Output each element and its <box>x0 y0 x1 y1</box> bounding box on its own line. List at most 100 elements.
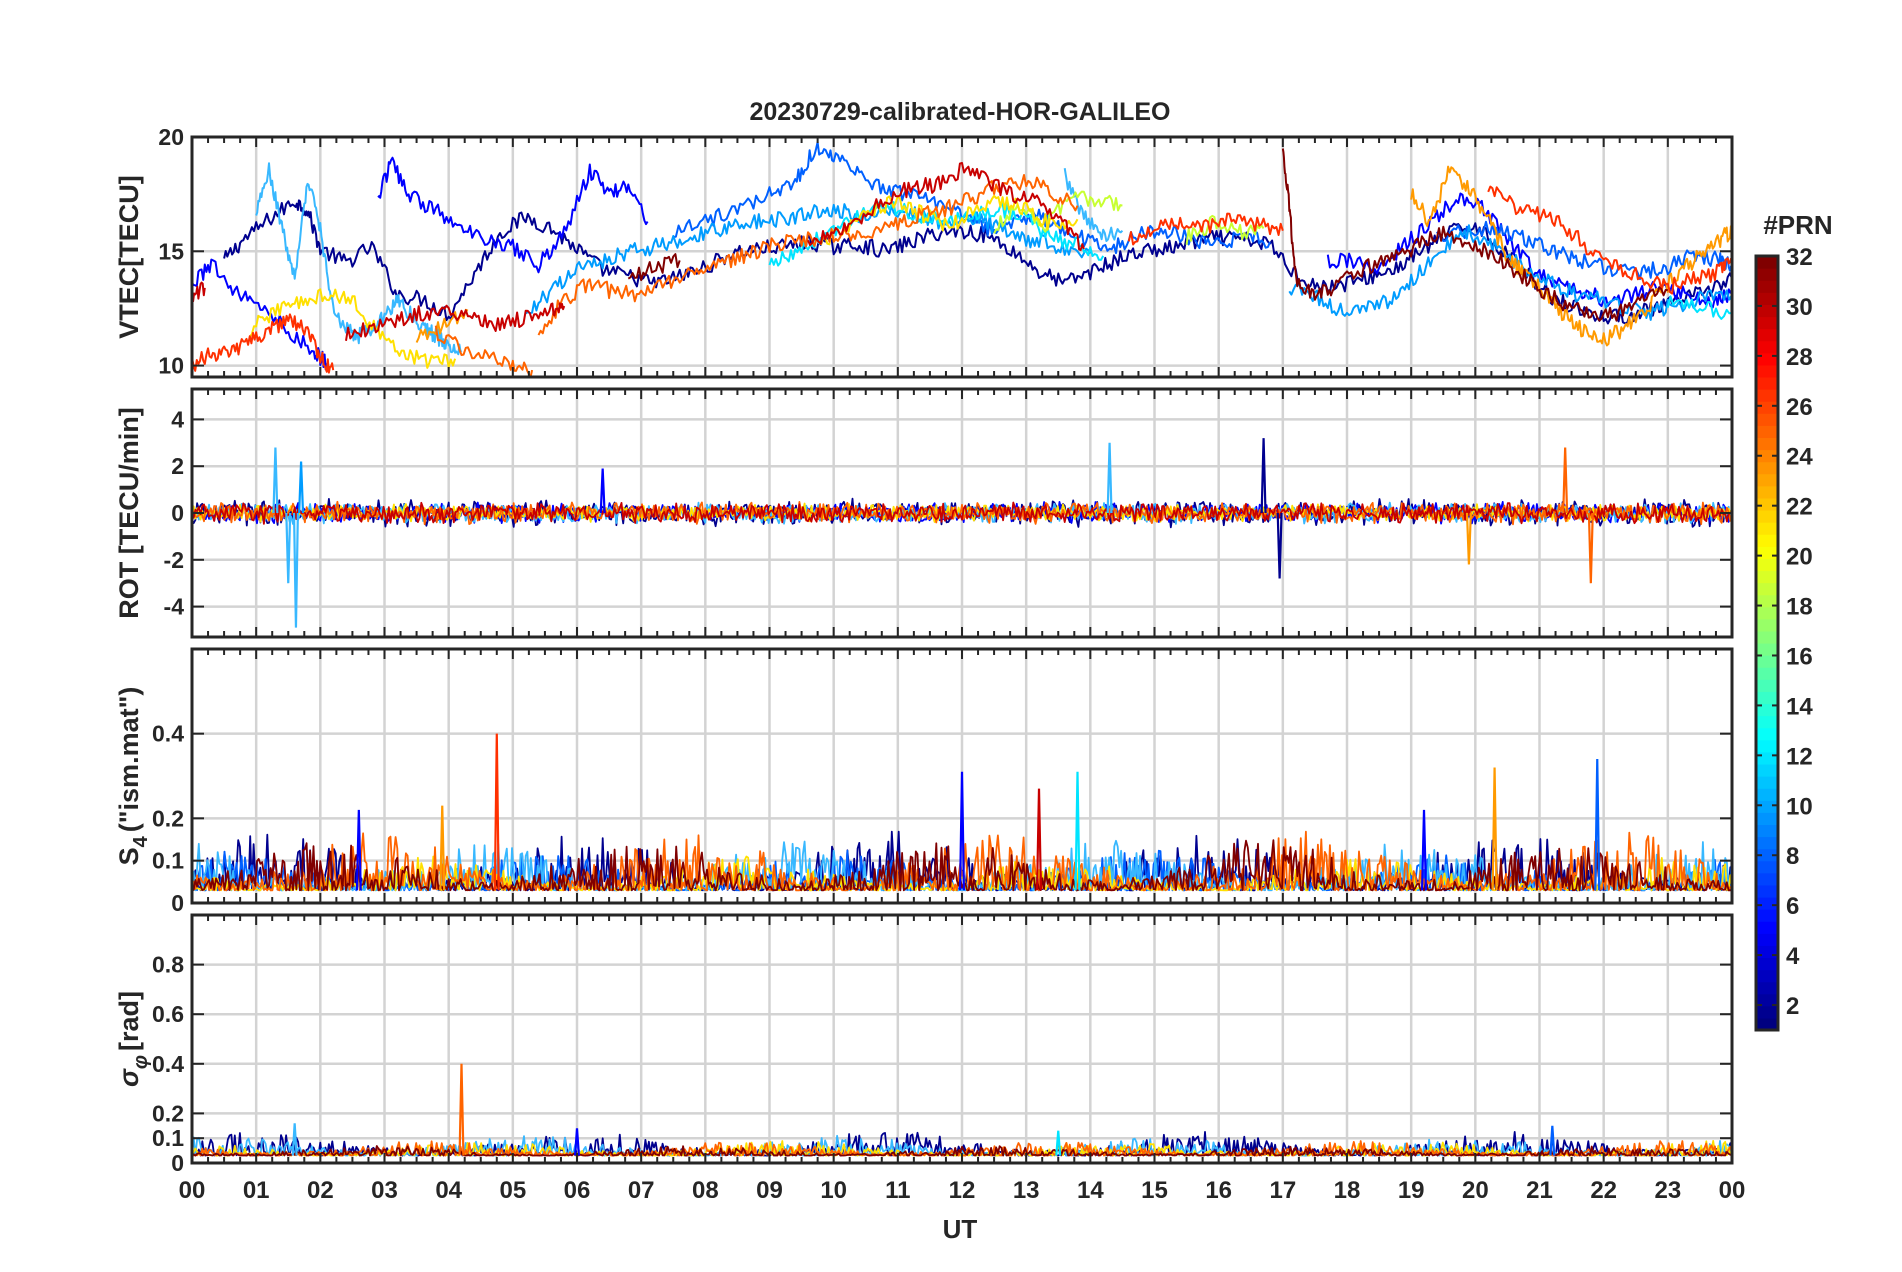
colorbar-band <box>1756 957 1778 971</box>
colorbar-band <box>1756 739 1778 753</box>
rot-spike <box>298 461 305 514</box>
panel-rot-data <box>192 438 1732 628</box>
y-tick-label: 0 <box>171 1150 184 1176</box>
colorbar-band <box>1756 485 1778 499</box>
colorbar-tick-label: 8 <box>1786 843 1799 870</box>
vtec-series-line <box>1666 295 1732 320</box>
x-tick-label: 05 <box>499 1177 526 1204</box>
vtec-series-line <box>627 253 681 282</box>
y-tick-label: 0.4 <box>152 1051 184 1077</box>
y-tick-label: -2 <box>164 547 184 573</box>
vtec-series-line <box>1288 224 1732 321</box>
colorbar-band <box>1756 292 1778 305</box>
colorbar-band <box>1756 364 1778 378</box>
vtec-series-line <box>807 162 1085 251</box>
colorbar-tick-label: 2 <box>1786 993 1799 1020</box>
colorbar-band <box>1756 268 1778 281</box>
colorbar-band <box>1756 280 1778 293</box>
colorbar-band <box>1756 497 1778 511</box>
panel-vtec-ylabel: VTEC[TECU] <box>114 175 144 339</box>
x-tick-label: 14 <box>1077 1177 1104 1204</box>
s4-spike <box>958 771 966 891</box>
panel-vtec-frame <box>190 135 1734 379</box>
colorbar-band <box>1756 389 1778 402</box>
x-tick-label: 10 <box>820 1177 847 1204</box>
colorbar-tick-label: 28 <box>1786 344 1813 371</box>
colorbar-band <box>1756 570 1778 584</box>
rot-spike <box>285 512 292 584</box>
colorbar-band <box>1756 667 1778 680</box>
y-tick-label: 4 <box>171 406 184 432</box>
panel-s4-ylabel: S4("ism.mat") <box>114 687 152 866</box>
colorbar-frame <box>1754 254 1780 1032</box>
x-tick-label: 23 <box>1654 1177 1681 1204</box>
colorbar-band <box>1756 981 1778 995</box>
colorbar-band <box>1756 316 1778 330</box>
colorbar-band <box>1756 352 1778 366</box>
colorbar-band <box>1756 776 1778 789</box>
colorbar-band <box>1756 558 1778 572</box>
vtec-series-line <box>819 194 1079 246</box>
rot-spike <box>292 512 299 628</box>
y-tick-label: 0.2 <box>152 1100 184 1126</box>
x-tick-label: 02 <box>307 1177 334 1204</box>
colorbar-band <box>1756 993 1778 1007</box>
y-tick-label: 0.4 <box>152 721 184 747</box>
colorbar-band <box>1756 473 1778 487</box>
colorbar-band <box>1756 860 1778 874</box>
colorbar-band <box>1756 630 1778 644</box>
colorbar-tick-label: 14 <box>1786 693 1813 720</box>
colorbar-tick-label: 26 <box>1786 394 1813 421</box>
colorbar-band <box>1756 304 1778 318</box>
vtec-series-line <box>1487 185 1732 295</box>
colorbar-band <box>1756 437 1778 451</box>
colorbar-band <box>1756 848 1778 862</box>
colorbar-band <box>1756 509 1778 523</box>
rot-spike <box>1587 512 1594 584</box>
x-tick-label: 22 <box>1590 1177 1617 1204</box>
colorbar-band <box>1756 606 1778 620</box>
s4-spike <box>1035 788 1043 891</box>
y-tick-label: 15 <box>158 238 184 264</box>
colorbar-band <box>1756 340 1778 354</box>
vtec-series-line <box>1281 148 1668 322</box>
chart-title: 20230729-calibrated-HOR-GALILEO <box>750 98 1171 126</box>
y-tick-label: 0 <box>171 890 184 916</box>
x-tick-label: 15 <box>1141 1177 1168 1204</box>
panel-s4: 0 0.1 0.2 0.4S4("ism.mat") <box>114 647 1734 916</box>
colorbar-band <box>1756 546 1778 559</box>
vtec-series-line <box>223 199 1732 325</box>
colorbar-tick-label: 24 <box>1786 444 1813 471</box>
colorbar-band <box>1756 655 1778 668</box>
colorbar-band <box>1756 582 1778 596</box>
colorbar-band <box>1756 522 1778 535</box>
rot-spike <box>1276 512 1283 579</box>
colorbar-band <box>1756 1005 1778 1019</box>
colorbar-band <box>1756 449 1778 463</box>
colorbar-band <box>1756 788 1778 801</box>
rot-spike <box>1465 512 1472 565</box>
colorbar-band <box>1756 872 1778 886</box>
colorbar-tick-label: 22 <box>1786 494 1813 521</box>
sigphi-spike <box>1055 1130 1062 1156</box>
colorbar-tick-label: 16 <box>1786 643 1813 670</box>
rot-spike <box>1260 438 1267 514</box>
vtec-series-line <box>192 258 328 371</box>
colorbar-tick-label: 30 <box>1786 294 1813 321</box>
rot-spike <box>1562 447 1569 514</box>
colorbar-band <box>1756 969 1778 983</box>
colorbar-band <box>1756 256 1778 269</box>
colorbar-band <box>1756 763 1778 777</box>
sigphi-spike <box>458 1063 465 1156</box>
colorbar-band <box>1756 594 1778 608</box>
x-tick-label: 00 <box>1719 1177 1746 1204</box>
vtec-series-line <box>192 313 335 374</box>
x-tick-label: 12 <box>949 1177 976 1204</box>
colorbar-band <box>1756 328 1778 342</box>
colorbar-tick-label: 20 <box>1786 544 1813 571</box>
x-tick-label: 09 <box>756 1177 783 1204</box>
panel-rot-frame <box>190 387 1734 639</box>
s4-spike <box>1420 809 1428 891</box>
